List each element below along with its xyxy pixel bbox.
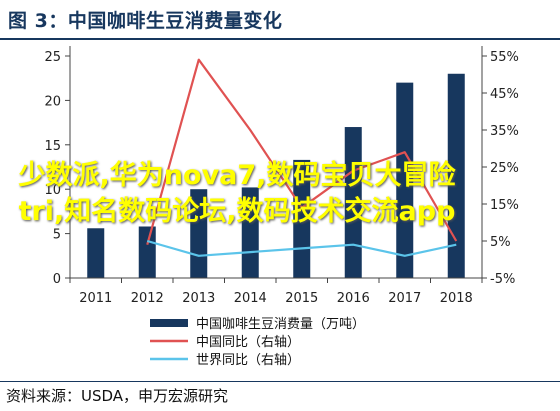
left-tick-label: 25 [44,50,61,65]
left-tick-label: 5 [53,228,61,243]
legend-label-consumption: 中国咖啡生豆消费量（万吨） [196,317,365,332]
x-tick-label: 2016 [337,291,370,306]
x-tick-label: 2011 [79,291,112,306]
legend-swatch-consumption [150,319,188,327]
right-tick-label: 35% [490,124,519,139]
left-tick-label: 10 [44,183,61,198]
axes-layer: 0 5 10 15 20 25 -5% 5% 15% 25% 35% 45% 55% 2011 2012 20… [44,46,519,306]
x-tick-label: 2014 [234,291,267,306]
chart-title: 图 3：中国咖啡生豆消费量变化 [8,10,283,32]
left-tick-label: 15 [44,139,61,154]
watermark-text: 少数派,华为nova7,数码宝贝大冒险tri,知名数码论坛,数码技术交流app [18,160,456,227]
bar-2011 [87,228,105,278]
bar-2016 [344,127,362,278]
title-area: 图 3：中国咖啡生豆消费量变化 [0,0,560,40]
source-divider [0,381,560,382]
right-tick-label: 15% [490,198,519,213]
x-tick-label: 2017 [388,291,421,306]
bar-2014 [241,187,259,278]
bar-2017 [396,82,414,278]
bar-2012 [138,226,156,278]
legend-label-world-yoy: 世界同比（右轴） [196,353,300,368]
legend-label-china-yoy: 中国同比（右轴） [196,335,300,350]
right-tick-label: 45% [490,87,519,102]
right-tick-label: 5% [490,235,511,250]
legend: 中国咖啡生豆消费量（万吨） 中国同比（右轴） 世界同比（右轴） [150,317,365,368]
source-note: 资料来源：USDA，申万宏源研究 [6,387,229,405]
x-tick-label: 2012 [131,291,164,306]
chart: 0 5 10 15 20 25 -5% 5% 15% 25% 35% 45% 55% 2011 2012 20… [44,46,519,368]
right-tick-label: -5% [490,272,515,287]
x-tick-label: 2018 [440,291,473,306]
title-divider [0,38,560,40]
right-tick-label: 25% [490,161,519,176]
left-tick-label: 0 [53,272,61,287]
lines-layer [146,58,458,257]
left-tick-label: 20 [44,94,61,109]
x-tick-label: 2015 [285,291,318,306]
right-tick-label: 55% [490,50,519,65]
bar-2018 [447,73,465,278]
x-tick-label: 2013 [182,291,215,306]
